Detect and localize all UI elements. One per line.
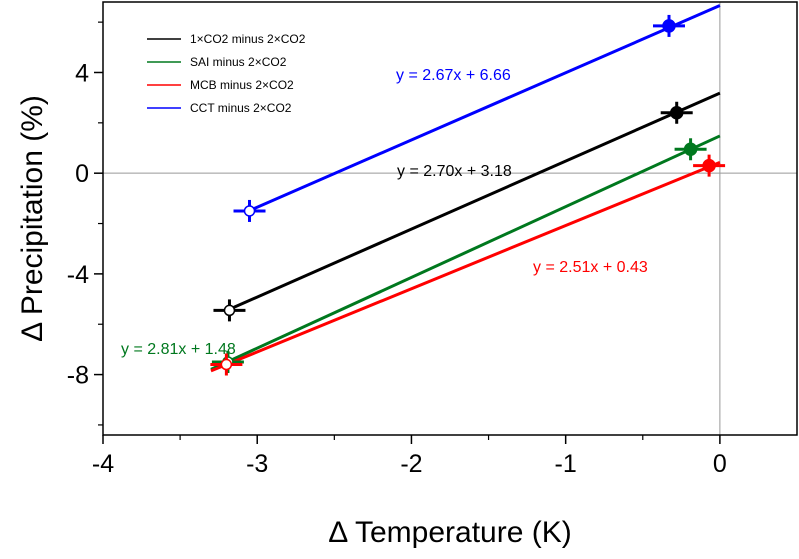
x-tick-label: -1 [555,450,577,478]
fit-equation-label: y = 2.67x + 6.66 [396,67,511,84]
data-point [683,142,698,157]
fit-equation-label: y = 2.81x + 1.48 [121,341,236,358]
x-tick-label: -3 [246,450,268,478]
fit-equation-label: y = 2.70x + 3.18 [397,163,512,180]
data-point [662,19,676,33]
reference-lines [103,2,797,435]
y-tick-label: 4 [75,59,89,87]
fit-line [248,4,721,212]
x-tick-label: 0 [713,450,727,478]
fit-equation-label: y = 2.51x + 0.43 [533,259,648,276]
tick-labels: -4 -3 -2 -1 0 4 0 -4 -8 [67,59,727,478]
x-tick-label: -2 [400,450,422,478]
data-point [223,304,236,317]
x-axis-title: Δ Temperature (K) [328,516,571,549]
y-tick-label: 0 [75,160,89,188]
fit-equations: y = 2.70x + 3.18 y = 2.81x + 1.48 y = 2.51… [121,67,648,358]
data-points [210,14,726,376]
fit-lines [210,4,721,373]
legend-label: SAI minus 2×CO2 [190,55,287,69]
axis-ticks [94,21,721,444]
y-tick-label: -4 [67,261,89,289]
data-point [702,158,716,173]
legend: 1×CO2 minus 2×CO2 SAI minus 2×CO2 MCB minu… [147,32,306,115]
legend-label: MCB minus 2×CO2 [190,78,294,92]
fit-line [210,160,721,373]
y-axis-title: Δ Precipitation (%) [16,95,49,342]
legend-label: 1×CO2 minus 2×CO2 [190,32,306,46]
data-point [669,106,684,120]
y-tick-label: -8 [67,362,89,390]
data-point [243,205,256,217]
x-tick-label: -4 [92,450,114,478]
plot-frame [102,1,798,436]
fit-line [228,91,721,311]
data-point [220,358,233,371]
fit-line [210,134,721,371]
legend-label: CCT minus 2×CO2 [190,101,292,115]
